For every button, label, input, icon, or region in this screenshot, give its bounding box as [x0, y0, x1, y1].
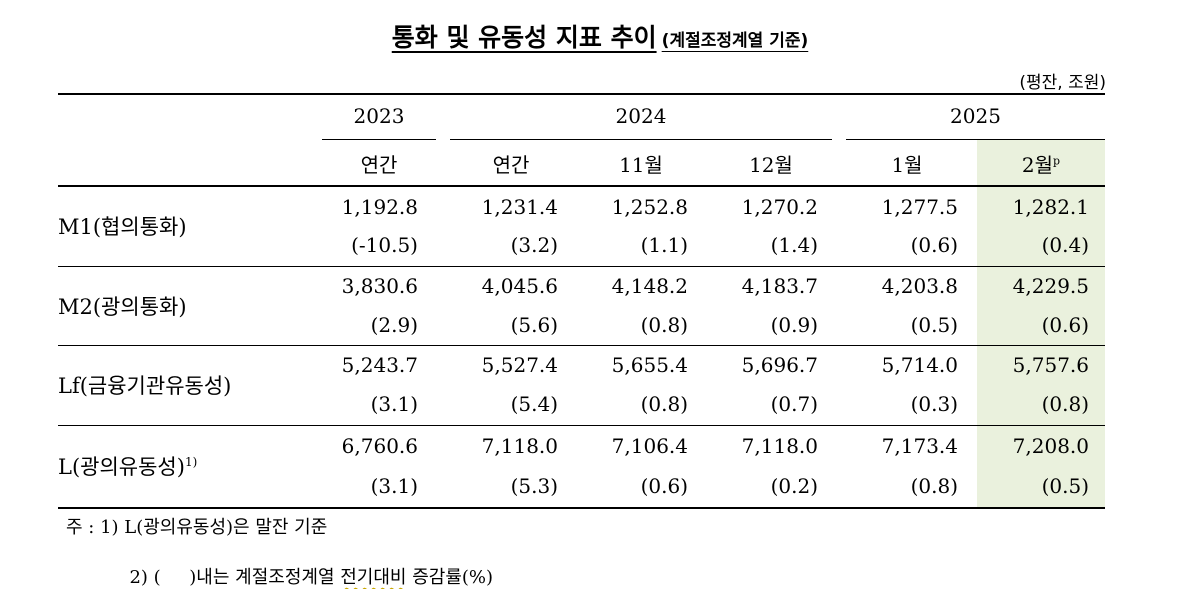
change-cell: (1.4): [770, 233, 818, 257]
year-header-2023: 2023: [353, 104, 405, 128]
change-cell: (0.6): [640, 474, 688, 498]
change-cell: (2.9): [370, 313, 418, 337]
value-cell: 5,527.4: [481, 353, 558, 377]
value-cell: 1,231.4: [481, 195, 558, 219]
row-label-l-text: L(광의유동성): [58, 455, 185, 479]
value-cell: 7,106.4: [611, 434, 688, 458]
value-cell: 1,270.2: [741, 195, 818, 219]
value-cell: 1,277.5: [881, 195, 958, 219]
value-cell: 7,173.4: [881, 434, 958, 458]
footnote-2-suffix: 증감률(%): [406, 567, 494, 588]
change-cell: (3.2): [510, 233, 558, 257]
change-cell: (0.9): [770, 313, 818, 337]
value-cell: 5,655.4: [611, 353, 688, 377]
change-cell: (0.5): [910, 313, 958, 337]
value-cell: 5,714.0: [881, 353, 958, 377]
title-subtitle: (계절조정계열 기준): [661, 31, 809, 51]
change-cell: (5.6): [510, 313, 558, 337]
value-cell: 4,229.5: [1012, 274, 1089, 298]
value-cell: 4,045.6: [481, 274, 558, 298]
value-cell: 6,760.6: [341, 434, 418, 458]
preliminary-mark: p: [1053, 154, 1061, 168]
column-header: 연간: [360, 153, 398, 177]
highlight-column: [977, 140, 1105, 507]
row-label-m2: M2(광의통화): [58, 295, 187, 319]
header-bottom-rule: [58, 185, 1105, 187]
row-divider-2: [58, 345, 1105, 346]
year-underline-2024: [450, 139, 832, 140]
change-cell: (0.6): [1041, 313, 1089, 337]
value-cell: 4,148.2: [611, 274, 688, 298]
value-cell: 7,118.0: [481, 434, 558, 458]
column-header: 12월: [749, 153, 793, 177]
change-cell: (0.2): [770, 474, 818, 498]
value-cell: 5,757.6: [1012, 353, 1089, 377]
change-cell: (3.1): [370, 392, 418, 416]
change-cell: (0.8): [640, 392, 688, 416]
row-label-m1: M1(협의통화): [58, 215, 187, 239]
value-cell: 1,282.1: [1012, 195, 1089, 219]
footnote-2-prefix: 2) ( )내는 계절조정계열: [129, 567, 341, 588]
footnote-marker: 1): [184, 455, 198, 469]
column-header: 1월: [891, 153, 923, 177]
bottom-rule: [58, 507, 1105, 509]
title-main: 통화 및 유동성 지표 추이: [391, 23, 657, 52]
value-cell: 4,203.8: [881, 274, 958, 298]
value-cell: 1,252.8: [611, 195, 688, 219]
row-divider-3: [58, 425, 1105, 426]
change-cell: (1.1): [640, 233, 688, 257]
row-label-l: L(광의유동성)1): [58, 451, 197, 481]
change-cell: (5.4): [510, 392, 558, 416]
value-cell: 7,118.0: [741, 434, 818, 458]
year-underline-2023: [322, 139, 436, 140]
table-title: 통화 및 유동성 지표 추이 (계절조정계열 기준): [0, 18, 1200, 54]
column-header: 연간: [492, 153, 530, 177]
row-divider-1: [58, 266, 1105, 267]
change-cell: (3.1): [370, 474, 418, 498]
change-cell: (0.8): [640, 313, 688, 337]
year-header-2024: 2024: [615, 104, 667, 128]
change-cell: (0.5): [1041, 474, 1089, 498]
change-cell: (5.3): [510, 474, 558, 498]
change-cell: (0.4): [1041, 233, 1089, 257]
change-cell: (-10.5): [351, 233, 418, 257]
value-cell: 1,192.8: [341, 195, 418, 219]
value-cell: 7,208.0: [1012, 434, 1089, 458]
change-cell: (0.8): [910, 474, 958, 498]
value-cell: 5,243.7: [341, 353, 418, 377]
row-label-lf: Lf(금융기관유동성): [58, 374, 232, 398]
year-header-2025: 2025: [950, 104, 1001, 128]
column-header-latest: 2월p: [977, 149, 1105, 178]
unit-label: (평잔, 조원): [1019, 73, 1106, 93]
footnote-2: 2) ( )내는 계절조정계열 전기대비 증감률(%): [118, 542, 493, 589]
value-cell: 5,696.7: [741, 353, 818, 377]
change-cell: (0.8): [1041, 392, 1089, 416]
year-underline-2025: [846, 139, 1105, 140]
column-header-label: 2월: [1021, 153, 1054, 177]
value-cell: 3,830.6: [341, 274, 418, 298]
footnote-2-emphasis: 전기대비: [340, 567, 407, 588]
top-rule: [58, 93, 1105, 95]
change-cell: (0.3): [910, 392, 958, 416]
value-cell: 4,183.7: [741, 274, 818, 298]
change-cell: (0.7): [770, 392, 818, 416]
column-header: 11월: [619, 153, 663, 177]
change-cell: (0.6): [910, 233, 958, 257]
footnote-1: 주 : 1) L(광의유동성)은 말잔 기준: [66, 517, 328, 538]
